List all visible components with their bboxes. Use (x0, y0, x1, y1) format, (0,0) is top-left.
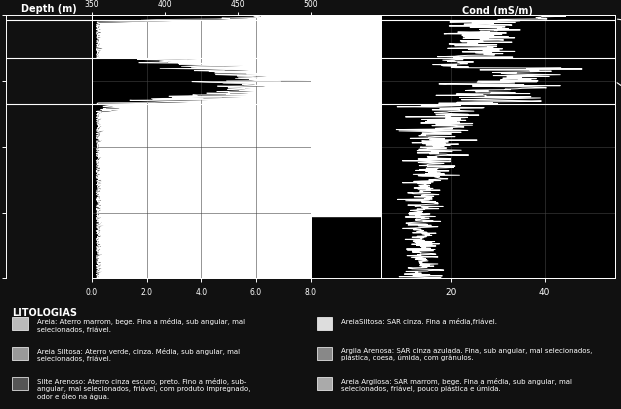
Text: LITOLOGIAS: LITOLOGIAS (12, 307, 77, 317)
Text: Areia: Aterro marrom, bege. Fina a média, sub angular, mal
selecionados, friável: Areia: Aterro marrom, bege. Fina a média… (37, 317, 245, 332)
Bar (317, 347, 332, 360)
Text: Silte Arenoso: Aterro cinza escuro, preto. Fino a médio, sub-
angular, mal selec: Silte Arenoso: Aterro cinza escuro, pret… (37, 377, 250, 400)
Text: Argila Arenosa: SAR cinza azulada. Fina, sub angular, mal selecionados,
plástica: Argila Arenosa: SAR cinza azulada. Fina,… (341, 347, 592, 361)
Bar (12, 317, 27, 330)
Text: Areia Siltosa: Aterro verde, cinza. Média, sub angular, mal
selecionados, friáve: Areia Siltosa: Aterro verde, cinza. Médi… (37, 347, 240, 362)
Bar (317, 377, 332, 389)
Text: Depth (m): Depth (m) (21, 4, 77, 14)
Text: Produto oleoso impregnado
detectado com UVOST: Produto oleoso impregnado detectado com … (617, 20, 621, 46)
Text: Produto oleoso impregnado: Produto oleoso impregnado (617, 83, 621, 152)
Text: Areia Argilosa: SAR marrom, bege. Fina a média, sub angular, mal
selecionados, f: Areia Argilosa: SAR marrom, bege. Fina a… (341, 377, 572, 391)
Bar (317, 317, 332, 330)
Bar (12, 377, 27, 389)
Bar (12, 347, 27, 360)
X-axis label: Cond (mS/m): Cond (mS/m) (462, 6, 533, 16)
Text: AreiaSiltosa: SAR cinza. Fina a média,friável.: AreiaSiltosa: SAR cinza. Fina a média,fr… (341, 317, 497, 324)
